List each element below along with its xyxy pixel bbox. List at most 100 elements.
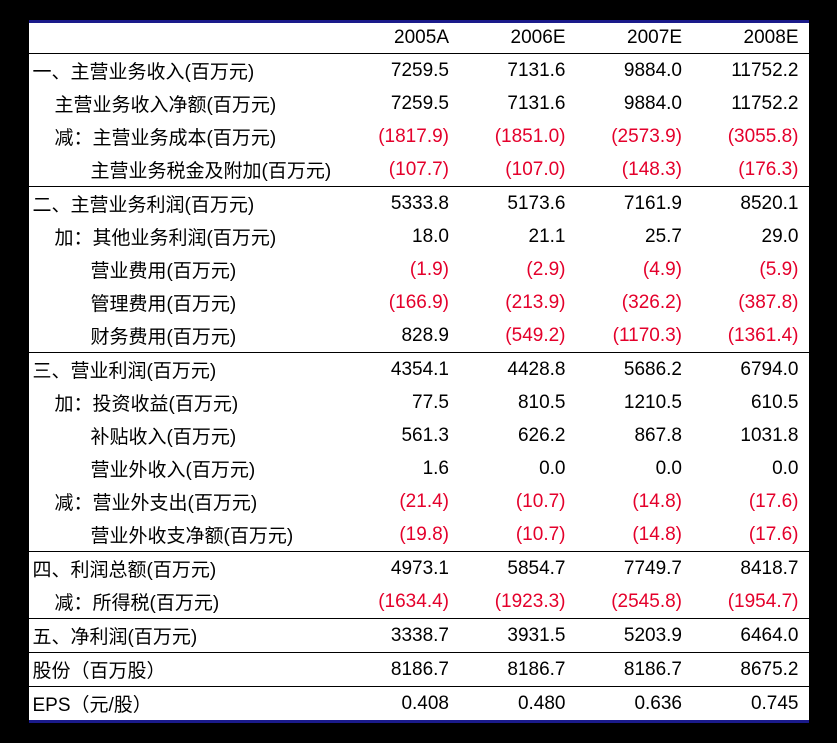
table-row: 主营业务税金及附加(百万元)(107.7)(107.0)(148.3)(176.… [29,153,809,187]
row-label: 财务费用(百万元) [29,319,343,353]
cell-value: 8520.1 [692,187,809,221]
cell-value: 7131.6 [459,87,576,120]
cell-value: 810.5 [459,386,576,419]
cell-value: 21.1 [459,220,576,253]
row-label: 减：所得税(百万元) [29,585,343,619]
row-label: 三、营业利润(百万元) [29,353,343,387]
col-header-2008E: 2008E [692,22,809,54]
row-label: EPS（元/股） [29,687,343,722]
cell-value: 4428.8 [459,353,576,387]
cell-value: (2573.9) [576,120,693,153]
table-row: 财务费用(百万元)828.9(549.2)(1170.3)(1361.4) [29,319,809,353]
table-row: 减：营业外支出(百万元)(21.4)(10.7)(14.8)(17.6) [29,485,809,518]
cell-value: 0.745 [692,687,809,722]
cell-value: (1.9) [343,253,460,286]
row-label: 主营业务收入净额(百万元) [29,87,343,120]
cell-value: (176.3) [692,153,809,187]
table-row: 三、营业利润(百万元)4354.14428.85686.26794.0 [29,353,809,387]
row-label: 五、净利润(百万元) [29,619,343,653]
cell-value: (14.8) [576,518,693,552]
table-row: 管理费用(百万元)(166.9)(213.9)(326.2)(387.8) [29,286,809,319]
cell-value: 8418.7 [692,552,809,586]
row-label: 四、利润总额(百万元) [29,552,343,586]
cell-value: 9884.0 [576,54,693,88]
cell-value: 0.636 [576,687,693,722]
row-label: 股份（百万股） [29,653,343,687]
cell-value: 25.7 [576,220,693,253]
row-label: 加：投资收益(百万元) [29,386,343,419]
cell-value: (148.3) [576,153,693,187]
row-label: 一、主营业务收入(百万元) [29,54,343,88]
table-row: EPS（元/股）0.4080.4800.6360.745 [29,687,809,722]
cell-value: 18.0 [343,220,460,253]
cell-value: 7259.5 [343,54,460,88]
cell-value: (387.8) [692,286,809,319]
row-label: 减：营业外支出(百万元) [29,485,343,518]
cell-value: (107.7) [343,153,460,187]
cell-value: (3055.8) [692,120,809,153]
cell-value: (1361.4) [692,319,809,353]
cell-value: (10.7) [459,485,576,518]
col-header-label [29,22,343,54]
cell-value: 1210.5 [576,386,693,419]
cell-value: (1851.0) [459,120,576,153]
cell-value: (14.8) [576,485,693,518]
row-label: 加：其他业务利润(百万元) [29,220,343,253]
col-header-2007E: 2007E [576,22,693,54]
table-row: 补贴收入(百万元)561.3626.2867.81031.8 [29,419,809,452]
cell-value: 5203.9 [576,619,693,653]
cell-value: 8186.7 [576,653,693,687]
cell-value: (1954.7) [692,585,809,619]
cell-value: (2545.8) [576,585,693,619]
cell-value: 0.0 [459,452,576,485]
cell-value: 11752.2 [692,87,809,120]
row-label: 主营业务税金及附加(百万元) [29,153,343,187]
table-row: 股份（百万股）8186.78186.78186.78675.2 [29,653,809,687]
table-row: 减：主营业务成本(百万元)(1817.9)(1851.0)(2573.9)(30… [29,120,809,153]
cell-value: (1817.9) [343,120,460,153]
table-row: 营业外收支净额(百万元)(19.8)(10.7)(14.8)(17.6) [29,518,809,552]
cell-value: (17.6) [692,485,809,518]
financial-table-container: 2005A 2006E 2007E 2008E 一、主营业务收入(百万元)725… [29,20,809,723]
row-label: 补贴收入(百万元) [29,419,343,452]
cell-value: 828.9 [343,319,460,353]
cell-value: 5333.8 [343,187,460,221]
table-body: 一、主营业务收入(百万元)7259.57131.69884.011752.2主营… [29,54,809,722]
row-label: 营业外收支净额(百万元) [29,518,343,552]
cell-value: (19.8) [343,518,460,552]
row-label: 管理费用(百万元) [29,286,343,319]
cell-value: 0.0 [692,452,809,485]
cell-value: (549.2) [459,319,576,353]
cell-value: (107.0) [459,153,576,187]
row-label: 减：主营业务成本(百万元) [29,120,343,153]
table-row: 减：所得税(百万元)(1634.4)(1923.3)(2545.8)(1954.… [29,585,809,619]
cell-value: 7131.6 [459,54,576,88]
cell-value: (4.9) [576,253,693,286]
cell-value: 8186.7 [459,653,576,687]
table-row: 一、主营业务收入(百万元)7259.57131.69884.011752.2 [29,54,809,88]
cell-value: 29.0 [692,220,809,253]
cell-value: 5686.2 [576,353,693,387]
table-row: 主营业务收入净额(百万元)7259.57131.69884.011752.2 [29,87,809,120]
cell-value: 4973.1 [343,552,460,586]
table-row: 二、主营业务利润(百万元)5333.85173.67161.98520.1 [29,187,809,221]
cell-value: 0.0 [576,452,693,485]
cell-value: 5854.7 [459,552,576,586]
cell-value: 7749.7 [576,552,693,586]
row-label: 二、主营业务利润(百万元) [29,187,343,221]
cell-value: (10.7) [459,518,576,552]
table-header: 2005A 2006E 2007E 2008E [29,22,809,54]
table-row: 加：投资收益(百万元)77.5810.51210.5610.5 [29,386,809,419]
cell-value: (1923.3) [459,585,576,619]
row-label: 营业外收入(百万元) [29,452,343,485]
cell-value: 5173.6 [459,187,576,221]
cell-value: (326.2) [576,286,693,319]
cell-value: 11752.2 [692,54,809,88]
table-row: 加：其他业务利润(百万元)18.021.125.729.0 [29,220,809,253]
cell-value: (1634.4) [343,585,460,619]
financial-table: 2005A 2006E 2007E 2008E 一、主营业务收入(百万元)725… [29,20,809,723]
cell-value: 8675.2 [692,653,809,687]
cell-value: (2.9) [459,253,576,286]
cell-value: 3338.7 [343,619,460,653]
table-row: 营业费用(百万元)(1.9)(2.9)(4.9)(5.9) [29,253,809,286]
